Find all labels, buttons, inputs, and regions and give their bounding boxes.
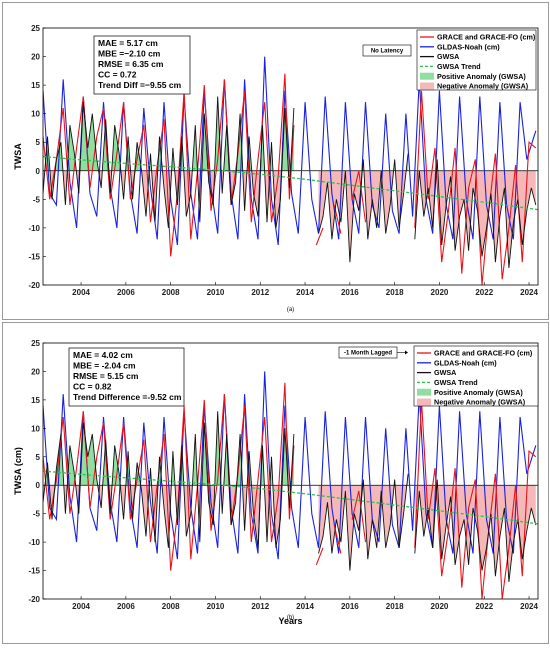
legend-entry: Negative Anomaly (GWSA) [434, 398, 526, 407]
legend-swatch [417, 398, 431, 406]
legend-entry: GLDAS-Noah (cm) [437, 42, 500, 51]
stat-line: RMSE = 5.15 cm [73, 371, 139, 381]
stat-line: RMSE = 6.35 cm [98, 59, 164, 69]
stat-line: Trend Difference =-9.52 cm [73, 392, 182, 402]
x-tick-label: 2020 [431, 602, 449, 611]
y-tick-label: 15 [31, 81, 40, 90]
y-tick-label: -15 [28, 252, 40, 261]
x-tick-label: 2016 [341, 288, 359, 297]
panel-a: -20 -15 -10 -5 0 5 10 15 20 25 2004 2006 2008 2010 201… [2, 2, 549, 320]
y-tick-label: -20 [28, 595, 40, 604]
stats-box [68, 347, 185, 407]
x-tick-label: 2018 [386, 602, 404, 611]
grace-line [43, 382, 537, 599]
y-tick-label: -5 [33, 510, 41, 519]
positive-anomaly-fill [43, 411, 294, 486]
stat-line: CC = 0.82 [73, 382, 112, 392]
x-tick-label: 2008 [162, 602, 180, 611]
legend-swatch [420, 82, 434, 90]
gwsa-trend-line [43, 155, 538, 211]
y-tick-label: 20 [31, 53, 40, 62]
gwsa-line [43, 411, 537, 582]
chart-a: -20 -15 -10 -5 0 5 10 15 20 25 2004 2006 2008 2010 201… [13, 24, 539, 313]
stat-line: MAE = 4.02 cm [73, 350, 133, 360]
stat-line: Trend Diff =−9.55 cm [98, 80, 182, 90]
annotation-arrowhead [405, 350, 408, 355]
y-tick-label: 5 [36, 138, 41, 147]
y-tick-label: -15 [28, 567, 40, 576]
x-tick-label: 2022 [475, 288, 493, 297]
legend-swatch [417, 388, 431, 396]
panel-b: -20 -15 -10 -5 0 5 10 15 20 25 2004 2006 2008 2010 201… [2, 322, 549, 644]
legend-entry: GRACE and GRACE-FO (cm) [437, 33, 536, 42]
stats-box [93, 35, 191, 95]
positive-anomaly-fill [43, 96, 294, 171]
x-tick-label: 2016 [341, 602, 359, 611]
legend-box [416, 29, 537, 91]
y-tick-label: 20 [31, 367, 40, 376]
x-tick-label: 2022 [475, 602, 493, 611]
gwsa-trend-line [43, 470, 538, 525]
y-tick-label: 0 [36, 481, 41, 490]
legend-entry: Positive Anomaly (GWSA) [434, 388, 523, 397]
x-tick-label: 2010 [207, 288, 225, 297]
x-tick-label: 2006 [117, 288, 135, 297]
y-tick-label: 25 [31, 339, 40, 348]
x-axis-label: Years [278, 616, 302, 626]
plot-content [43, 56, 538, 285]
panel-caption: (a) [287, 307, 294, 313]
legend-entry: GWSA Trend [437, 62, 481, 71]
legend-entry: Negative Anomaly (GWSA) [437, 82, 529, 91]
y-tick-label: -10 [28, 224, 40, 233]
y-axis-label: TWSA [13, 143, 23, 170]
y-tick-label: -20 [28, 281, 40, 290]
x-tick-label: 2024 [520, 288, 538, 297]
panel-caption: (b) [287, 615, 294, 621]
x-tick-label: 2020 [431, 288, 449, 297]
y-tick-label: -10 [28, 538, 40, 547]
y-tick-label: 5 [36, 453, 41, 462]
y-tick-label: 10 [31, 424, 40, 433]
legend-box [413, 345, 539, 407]
y-tick-label: 25 [31, 24, 40, 33]
y-tick-label: 0 [36, 167, 41, 176]
x-tick-label: 2010 [207, 602, 225, 611]
stat-line: MAE = 5.17 cm [98, 38, 158, 48]
y-tick-label: -5 [33, 195, 41, 204]
x-tick-label: 2014 [296, 288, 314, 297]
legend-swatch [420, 72, 434, 80]
legend-entry: GRACE and GRACE-FO (cm) [434, 349, 533, 358]
annotation-text: -1 Month Lagged [344, 351, 392, 357]
plot-frame [42, 342, 539, 600]
annotation-text: No Latency [371, 49, 404, 55]
x-tick-label: 2018 [386, 288, 404, 297]
x-tick-label: 2024 [520, 602, 538, 611]
plot-frame [42, 27, 539, 286]
legend-entry: GWSA [437, 52, 459, 61]
legend-entry: GWSA [434, 368, 456, 377]
x-tick-label: 2004 [72, 602, 90, 611]
x-tick-label: 2014 [296, 602, 314, 611]
legend-entry: GLDAS-Noah (cm) [434, 358, 497, 367]
grace-line [43, 73, 537, 285]
stat-line: CC = 0.72 [98, 70, 137, 80]
y-tick-label: 10 [31, 110, 40, 119]
annotation-box [362, 44, 412, 57]
x-tick-label: 2008 [162, 288, 180, 297]
x-tick-label: 2004 [72, 288, 90, 297]
chart-b: -20 -15 -10 -5 0 5 10 15 20 25 2004 2006 2008 2010 201… [13, 339, 539, 626]
y-axis-label: TWSA (cm) [13, 447, 23, 495]
plot-content [43, 371, 538, 599]
stat-line: MBE =−2.10 cm [98, 49, 161, 59]
x-tick-label: 2012 [251, 602, 269, 611]
legend-entry: GWSA Trend [434, 378, 478, 387]
x-tick-label: 2012 [251, 288, 269, 297]
legend-entry: Positive Anomaly (GWSA) [437, 72, 526, 81]
gwsa-line [43, 96, 537, 268]
y-tick-label: 15 [31, 396, 40, 405]
stat-line: MBE = -2.04 cm [73, 361, 136, 371]
x-tick-label: 2006 [117, 602, 135, 611]
